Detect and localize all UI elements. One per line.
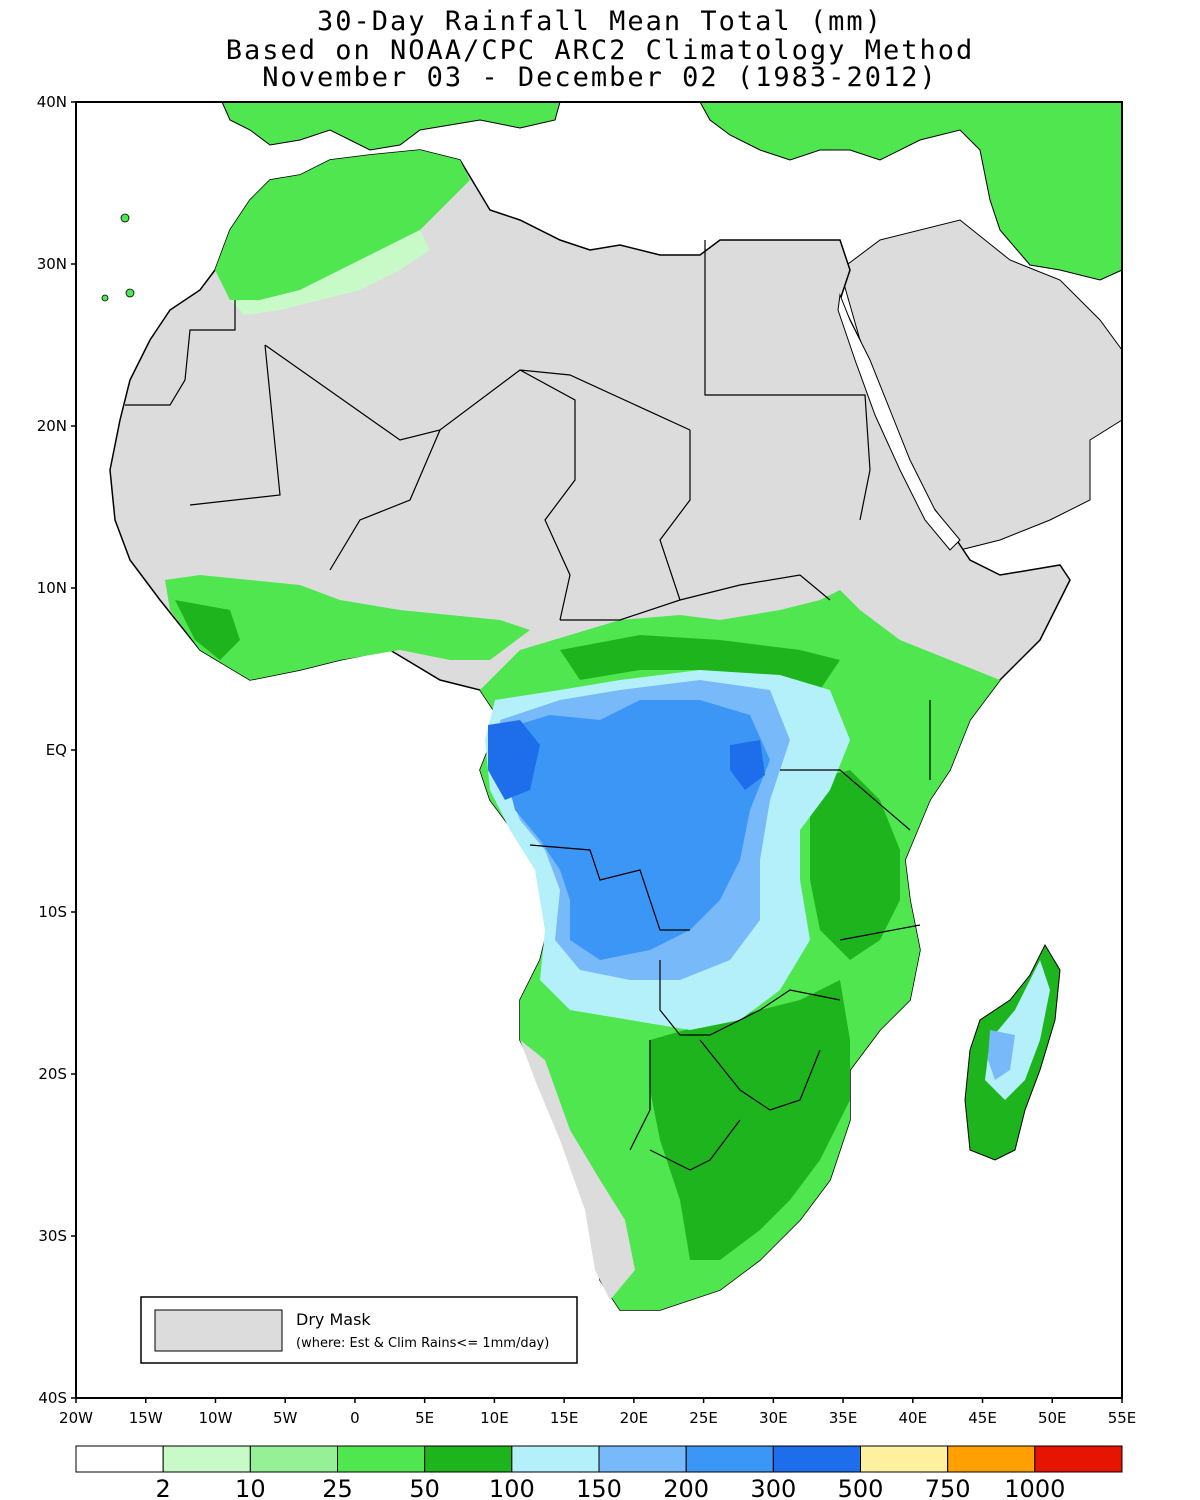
colorbar-swatch (424, 1445, 513, 1473)
latitude-axis: 40N 30N 20N 10N EQ 10S 20S 30S 40S (37, 93, 76, 1407)
guinea-coast-zone (175, 600, 240, 660)
gabon-500-zone (488, 720, 540, 800)
dry-mask-swatch (154, 1309, 283, 1352)
border-line (780, 769, 911, 831)
colorbar: 2 10 25 50 100 150 200 300 500 750 1000 (75, 1445, 1123, 1500)
lat-tick-label: EQ (46, 741, 67, 759)
red-sea (837, 293, 961, 551)
border-line (659, 430, 691, 601)
colorbar-swatch (860, 1445, 949, 1473)
lon-tick-label: 10E (480, 1409, 509, 1427)
dry-mask-label: Dry Mask (296, 1310, 371, 1329)
colorbar-swatch (162, 1445, 251, 1473)
canary-island (125, 288, 135, 298)
kalahari-dry-zone (520, 1040, 635, 1300)
dry-mask-legend: Dry Mask (where: Est & Clim Rains<= 1mm/… (140, 1296, 578, 1364)
colorbar-label: 750 (925, 1475, 971, 1500)
border-line (560, 574, 831, 621)
lon-tick-label: 25E (689, 1409, 718, 1427)
lon-tick-label: 5W (273, 1409, 298, 1427)
turkey-landmass (699, 101, 1123, 281)
colorbar-label: 500 (838, 1475, 884, 1500)
border-line (189, 344, 281, 506)
lon-tick-label: 55E (1108, 1409, 1137, 1427)
country-borders (125, 240, 931, 1171)
colorbar-swatch (598, 1445, 687, 1473)
colorbar-swatch (511, 1445, 600, 1473)
lon-tick-label: 20W (59, 1409, 93, 1427)
border-line (659, 960, 841, 1036)
border-line (529, 844, 690, 931)
lon-tick-label: 15W (129, 1409, 163, 1427)
lon-tick-label: 50E (1038, 1409, 1067, 1427)
lon-tick-label: 0 (350, 1409, 360, 1427)
lat-tick-label: 30N (37, 255, 67, 273)
southern-africa-dark-green-zone (650, 980, 850, 1260)
border-line (264, 344, 691, 441)
colorbar-swatch (337, 1445, 426, 1473)
canary-island (101, 294, 109, 302)
title-line-2: Based on NOAA/CPC ARC2 Climatology Metho… (225, 35, 975, 66)
colorbar-label: 1000 (1004, 1475, 1065, 1500)
border-line (839, 924, 921, 941)
maghreb-rain-zone (215, 150, 470, 300)
colorbar-label: 300 (750, 1475, 796, 1500)
west-africa-rain-zone (165, 575, 530, 680)
colorbar-label: 200 (663, 1475, 709, 1500)
colorbar-label: 10 (235, 1475, 266, 1500)
lon-tick-label: 15E (550, 1409, 579, 1427)
border-line (629, 1040, 651, 1151)
lon-tick-label: 40E (899, 1409, 928, 1427)
colorbar-label: 150 (576, 1475, 622, 1500)
colorbar-swatch (772, 1445, 861, 1473)
title-line-1: 30-Day Rainfall Mean Total (mm) (317, 6, 883, 37)
lon-tick-label: 45E (968, 1409, 997, 1427)
congo-500-patch (730, 740, 765, 790)
border-line (125, 300, 236, 406)
lat-tick-label: 40S (38, 1389, 67, 1407)
east-africa-dark-green-zone (810, 770, 900, 960)
southern-europe-landmass (221, 101, 561, 151)
lon-tick-label: 35E (829, 1409, 858, 1427)
land-layer (101, 101, 1123, 1311)
lon-tick-label: 20E (620, 1409, 649, 1427)
lat-tick-label: 20S (38, 1065, 67, 1083)
lat-tick-label: 40N (37, 93, 67, 111)
border-line (699, 1039, 821, 1111)
lon-tick-label: 10W (199, 1409, 233, 1427)
madeira-island (120, 213, 130, 223)
lon-tick-label: 5E (415, 1409, 434, 1427)
colorbar-label: 2 (156, 1475, 171, 1500)
maghreb-light-zone (230, 230, 430, 315)
longitude-axis: 20W 15W 10W 5W 0 5E 10E 15E 20E 25E 30E 35E 40E 45E 50… (59, 1398, 1136, 1427)
colorbar-swatch (947, 1445, 1036, 1473)
lat-tick-label: 10N (37, 579, 67, 597)
madagascar-200-zone (988, 1030, 1015, 1080)
colorbar-swatch (249, 1445, 338, 1473)
lat-tick-label: 30S (38, 1227, 67, 1245)
lat-tick-label: 20N (37, 417, 67, 435)
border-line (329, 429, 441, 571)
colorbar-label: 25 (322, 1475, 353, 1500)
border-line (649, 1119, 741, 1171)
congo-300-zone (500, 700, 770, 960)
border-line (704, 240, 871, 521)
lon-tick-label: 30E (759, 1409, 788, 1427)
colorbar-label: 50 (409, 1475, 440, 1500)
lat-tick-label: 10S (38, 903, 67, 921)
title-line-3: November 03 - December 02 (1983-2012) (262, 62, 938, 93)
border-line (519, 369, 576, 621)
dry-mask-note: (where: Est & Clim Rains<= 1mm/day) (296, 1336, 549, 1351)
colorbar-label: 100 (489, 1475, 535, 1500)
colorbar-swatch (75, 1445, 164, 1473)
colorbar-swatch (1034, 1445, 1123, 1473)
colorbar-swatch (685, 1445, 774, 1473)
